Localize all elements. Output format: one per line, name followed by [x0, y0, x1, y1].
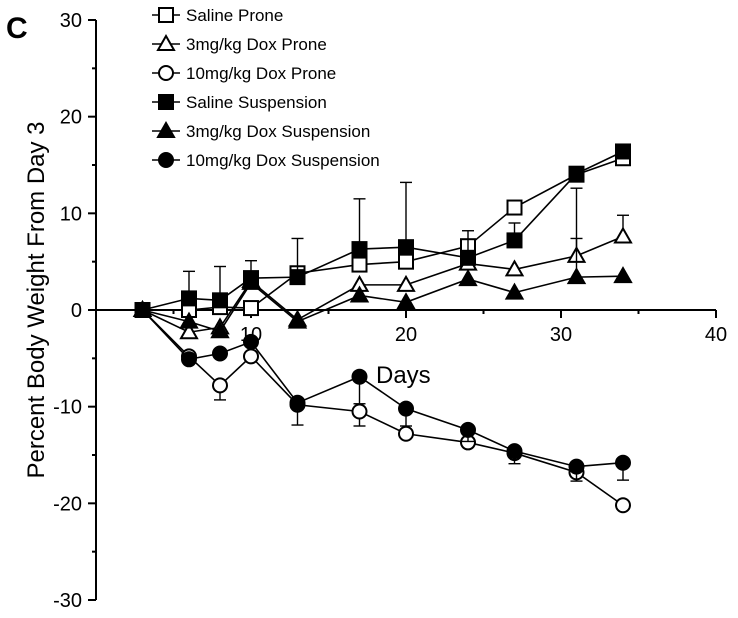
x-tick-label: 40 [705, 324, 727, 346]
series-line [142, 157, 624, 311]
data-point [134, 302, 151, 318]
legend-label: 10mg/kg Dox Suspension [186, 151, 380, 170]
data-point [615, 454, 631, 471]
data-point [181, 290, 197, 307]
data-point [179, 322, 199, 340]
data-point [398, 253, 414, 270]
data-point [212, 345, 228, 362]
data-point [396, 274, 416, 292]
series-1 [132, 214, 633, 340]
data-point [613, 226, 633, 244]
data-point [179, 311, 199, 329]
data-point [351, 403, 368, 420]
data-point [568, 165, 585, 182]
data-point [613, 266, 633, 284]
data-point [212, 292, 228, 309]
series-line [142, 235, 624, 334]
y-tick-label: -30 [53, 590, 82, 612]
data-point [212, 377, 228, 394]
legend-marker [156, 33, 176, 51]
data-point [243, 300, 259, 317]
data-point [349, 285, 370, 303]
data-point [398, 239, 414, 256]
data-point [396, 292, 416, 310]
legend-item: 10mg/kg Dox Suspension [152, 151, 380, 170]
x-tick-label: 30 [550, 324, 572, 346]
data-point [615, 143, 631, 160]
y-axis-title: Percent Body Weight From Day 3 [23, 121, 50, 478]
legend-marker [158, 7, 174, 23]
legend-marker [158, 65, 174, 81]
data-point [289, 269, 306, 286]
y-tick-label: -10 [53, 397, 82, 419]
data-point [506, 199, 523, 216]
data-point [458, 269, 478, 287]
data-point [568, 458, 585, 475]
legend-marker [158, 94, 174, 110]
series-line [142, 150, 624, 311]
data-point [351, 368, 368, 385]
data-point [289, 394, 306, 411]
legend-label: Saline Suspension [186, 93, 327, 112]
legend-marker [156, 120, 176, 138]
y-tick-label: 10 [60, 203, 82, 225]
data-point [506, 232, 523, 249]
legend-label: 3mg/kg Dox Prone [186, 35, 327, 54]
data-point [351, 256, 368, 273]
series-layer [132, 143, 633, 514]
axes: -30-20-10010203010203040 [53, 10, 727, 612]
data-point [210, 321, 230, 339]
data-point [241, 272, 261, 290]
data-point [398, 425, 414, 442]
legend: Saline Prone 3mg/kg Dox Prone 10mg/kg Dox … [152, 6, 380, 170]
data-point [243, 333, 259, 350]
data-point [181, 351, 197, 368]
y-tick-label: 20 [60, 107, 82, 129]
legend-item: 3mg/kg Dox Suspension [152, 120, 370, 141]
data-point [287, 311, 308, 329]
series-5 [134, 302, 631, 482]
data-point [504, 282, 525, 300]
legend-item: Saline Suspension [152, 93, 327, 112]
data-point [506, 443, 523, 460]
data-point [460, 421, 476, 438]
y-tick-label: 0 [71, 300, 82, 322]
series-0 [134, 150, 631, 318]
legend-item: Saline Prone [152, 6, 283, 25]
y-tick-label: 30 [60, 10, 82, 32]
data-point [460, 249, 476, 266]
legend-label: 10mg/kg Dox Prone [186, 64, 336, 83]
data-point [243, 348, 259, 365]
data-point [504, 259, 525, 277]
panel-label: C [6, 12, 28, 45]
y-tick-label: -20 [53, 493, 82, 515]
data-point [615, 497, 631, 514]
data-point [398, 400, 414, 417]
legend-item: 3mg/kg Dox Prone [152, 33, 327, 54]
legend-item: 10mg/kg Dox Prone [152, 64, 336, 83]
series-3 [134, 143, 631, 318]
legend-marker [158, 152, 174, 168]
x-axis-title: Days [376, 362, 431, 389]
legend-label: 3mg/kg Dox Suspension [186, 122, 370, 141]
x-tick-label: 20 [395, 324, 417, 346]
data-point [351, 241, 368, 258]
data-point [566, 267, 587, 285]
legend-label: Saline Prone [186, 6, 283, 25]
